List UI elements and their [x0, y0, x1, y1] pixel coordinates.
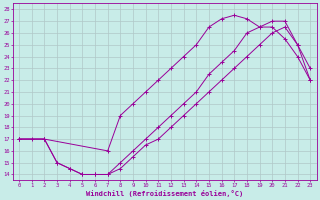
- X-axis label: Windchill (Refroidissement éolien,°C): Windchill (Refroidissement éolien,°C): [86, 190, 243, 197]
